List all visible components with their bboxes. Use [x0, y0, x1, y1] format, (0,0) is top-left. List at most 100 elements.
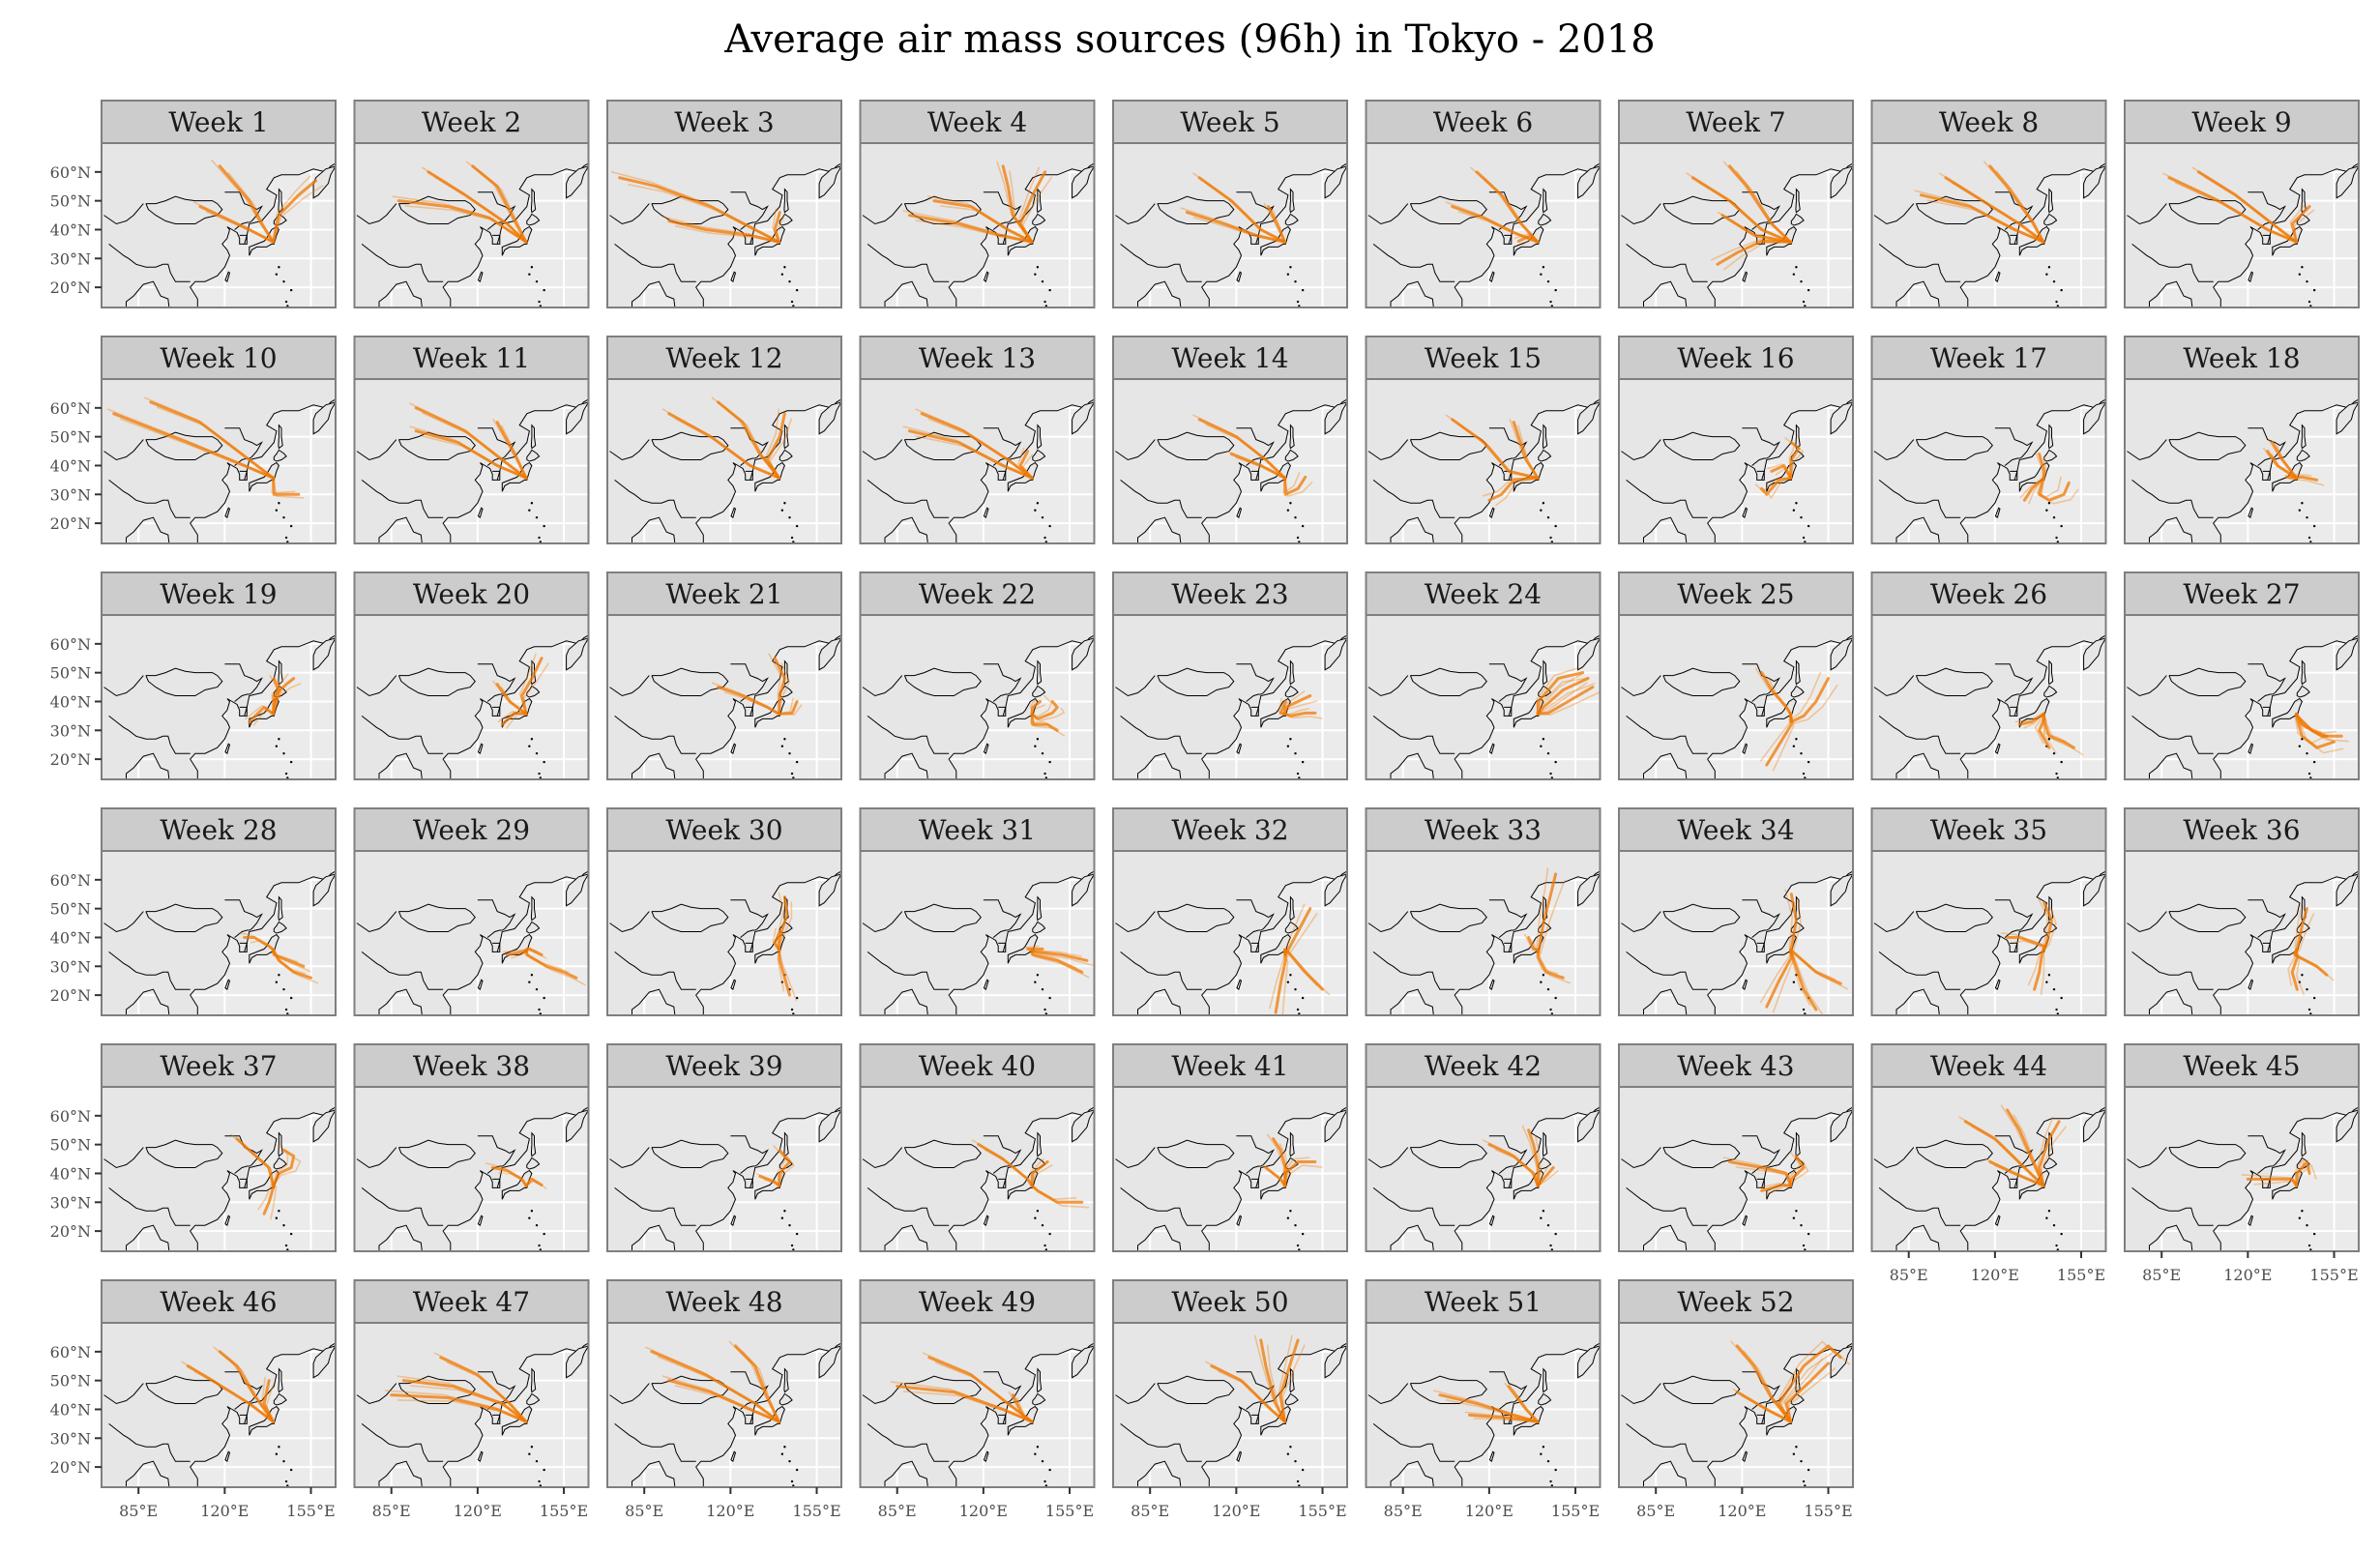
country-border — [2131, 244, 2214, 282]
trajectory-line — [1775, 466, 1792, 480]
trajectory-line — [1767, 477, 1792, 499]
small-island — [1036, 1446, 1040, 1449]
small-island — [1048, 524, 1051, 528]
facet-label: Week 15 — [1425, 342, 1542, 374]
country-border — [1120, 244, 1202, 282]
x-tick-label: 155°E — [1045, 1502, 1094, 1520]
small-island — [780, 1452, 784, 1455]
country-border — [740, 1165, 755, 1174]
trajectory-line — [390, 1393, 528, 1423]
small-island — [790, 300, 794, 304]
small-island — [1296, 1479, 1300, 1483]
small-island — [2321, 1038, 2323, 1040]
small-island — [1286, 1452, 1290, 1455]
small-island — [1036, 738, 1040, 741]
y-tick-label: 30°N — [50, 957, 91, 976]
country-border — [1994, 1135, 2034, 1167]
y-tick-label: 30°N — [50, 485, 91, 504]
small-island — [1061, 324, 1063, 326]
small-island — [1546, 279, 1550, 283]
small-island — [2080, 315, 2082, 317]
island — [1790, 213, 1805, 226]
small-island — [1554, 1232, 1557, 1236]
country-border — [1751, 1401, 1767, 1410]
facet-strip — [101, 336, 337, 380]
small-island — [1034, 273, 1037, 276]
island — [2296, 449, 2310, 462]
small-island — [780, 981, 784, 983]
facet-week-32: Week 32 — [1112, 807, 1348, 1016]
small-island — [2306, 279, 2308, 283]
y-tick-label: 40°N — [50, 692, 91, 711]
y-tick-label: 60°N — [50, 1107, 91, 1126]
small-island — [543, 1468, 545, 1472]
island — [1072, 1109, 1095, 1143]
island — [1324, 873, 1347, 907]
coastline — [998, 706, 1007, 717]
trajectory-line — [927, 418, 1033, 480]
island — [1577, 873, 1601, 907]
small-island — [2326, 1032, 2328, 1034]
trajectory-line — [907, 429, 1034, 480]
small-island — [1034, 1452, 1037, 1455]
trajectory-line — [272, 948, 306, 968]
country-border — [1878, 952, 1961, 990]
facet-week-20: Week 20 — [353, 571, 590, 780]
small-island — [530, 1210, 534, 1213]
island — [1036, 1367, 1043, 1393]
trajectory-line — [1789, 447, 1805, 480]
island — [818, 165, 841, 199]
facet-strip — [859, 571, 1096, 616]
island — [1036, 424, 1043, 450]
country-border — [1246, 693, 1261, 702]
country-border — [145, 1375, 223, 1404]
small-island — [1301, 760, 1305, 764]
trajectory-line — [2276, 445, 2298, 480]
small-island — [1036, 266, 1040, 269]
trajectory-line — [235, 1137, 276, 1187]
trajectory-line — [2042, 713, 2057, 754]
facet-label: Week 17 — [1930, 342, 2047, 374]
trajectory-line — [1537, 683, 1596, 716]
island — [273, 449, 287, 462]
trajectory-line — [1527, 936, 1540, 952]
island — [1742, 743, 1748, 755]
small-island — [550, 330, 552, 332]
trajectory-line — [1536, 671, 1585, 716]
country-border — [1626, 952, 1708, 990]
trajectory-line — [1018, 170, 1047, 244]
island — [249, 933, 279, 964]
island — [2018, 697, 2050, 728]
y-tick-label: 50°N — [50, 900, 91, 919]
facet-label: Week 39 — [665, 1050, 782, 1082]
country-border — [103, 911, 144, 933]
trajectory-line — [1522, 236, 1539, 246]
country-border — [1626, 1187, 1708, 1226]
small-island — [1574, 551, 1576, 553]
small-island — [1549, 1244, 1552, 1247]
country-border — [651, 1139, 729, 1168]
small-island — [1554, 760, 1557, 764]
small-island — [1792, 1216, 1796, 1219]
small-island — [2333, 787, 2335, 789]
small-island — [1294, 1223, 1297, 1227]
facet-strip — [606, 807, 842, 852]
trajectory-line — [1210, 1364, 1287, 1423]
y-tick-label: 20°N — [50, 750, 91, 769]
coastline — [2262, 706, 2271, 717]
trajectory-line — [2271, 441, 2299, 480]
trajectory-line — [272, 681, 282, 716]
island — [566, 165, 589, 199]
trajectory-line — [1229, 453, 1287, 480]
facet-week-43: Week 43 — [1618, 1043, 1854, 1252]
small-island — [555, 560, 557, 562]
y-tick-label: 20°N — [50, 1458, 91, 1477]
facet-strip — [1365, 100, 1601, 144]
trajectory-line — [2038, 1120, 2061, 1187]
small-island — [1807, 1232, 1810, 1236]
small-island — [1802, 1008, 1806, 1011]
island — [312, 873, 336, 907]
country-border — [145, 903, 223, 932]
trajectory-line — [1765, 712, 1793, 767]
country-border — [1372, 1423, 1455, 1462]
